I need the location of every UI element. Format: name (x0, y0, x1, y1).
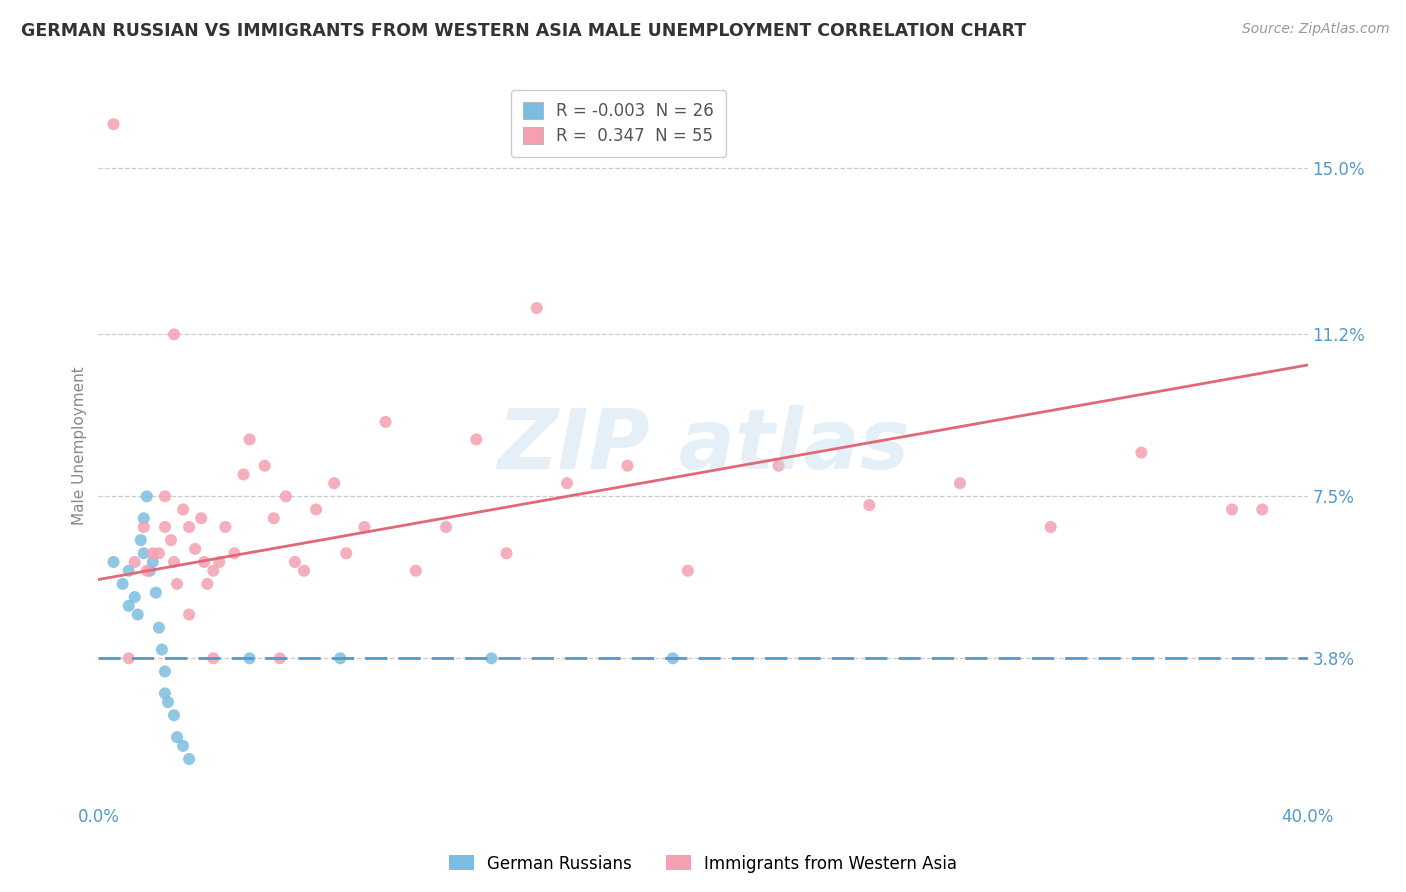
Point (1039, 520, 1062, 534)
Point (1130, 445, 1153, 459)
Point (153, 665, 176, 679)
Point (374, 415, 396, 429)
Point (292, 564, 315, 578)
Point (179, 752, 201, 766)
Point (202, 564, 225, 578)
Point (129, 533, 152, 548)
Point (103, 555, 125, 569)
Point (269, 651, 291, 665)
Point (172, 739, 194, 753)
Point (662, 651, 685, 665)
Point (193, 555, 215, 569)
Point (184, 541, 207, 556)
Point (253, 458, 276, 473)
Point (239, 433, 262, 447)
Legend: German Russians, Immigrants from Western Asia: German Russians, Immigrants from Western… (443, 848, 963, 880)
Point (163, 327, 186, 342)
Point (284, 555, 307, 569)
Point (232, 467, 254, 482)
Point (949, 476, 972, 491)
Point (323, 476, 346, 491)
Point (190, 511, 212, 525)
Point (208, 555, 231, 569)
Point (150, 642, 173, 657)
Point (214, 520, 236, 534)
Point (172, 502, 194, 516)
Text: GERMAN RUSSIAN VS IMMIGRANTS FROM WESTERN ASIA MALE UNEMPLOYMENT CORRELATION CHA: GERMAN RUSSIAN VS IMMIGRANTS FROM WESTER… (21, 22, 1026, 40)
Point (1251, 502, 1274, 516)
Point (103, 117, 125, 131)
Point (526, 301, 548, 315)
Point (145, 585, 167, 599)
Y-axis label: Male Unemployment: Male Unemployment (72, 367, 87, 525)
Point (179, 607, 201, 622)
Point (329, 651, 352, 665)
Point (495, 546, 517, 560)
Point (118, 651, 141, 665)
Point (132, 546, 155, 560)
Point (202, 651, 225, 665)
Point (160, 533, 183, 548)
Point (274, 489, 297, 503)
Point (195, 577, 218, 591)
Point (124, 555, 146, 569)
Point (335, 546, 357, 560)
Text: Source: ZipAtlas.com: Source: ZipAtlas.com (1241, 22, 1389, 37)
Point (118, 564, 141, 578)
Point (153, 686, 176, 700)
Point (148, 621, 170, 635)
Point (179, 520, 201, 534)
Point (135, 489, 157, 503)
Point (163, 555, 186, 569)
Point (481, 651, 503, 665)
Point (263, 511, 285, 525)
Point (239, 651, 262, 665)
Point (1220, 502, 1243, 516)
Point (148, 546, 170, 560)
Point (676, 564, 699, 578)
Point (118, 599, 141, 613)
Point (139, 564, 162, 578)
Point (124, 590, 146, 604)
Point (305, 502, 328, 516)
Point (153, 520, 176, 534)
Point (858, 498, 880, 512)
Point (127, 607, 149, 622)
Point (156, 695, 179, 709)
Point (434, 520, 457, 534)
Point (132, 520, 155, 534)
Legend: R = -0.003  N = 26, R =  0.347  N = 55: R = -0.003 N = 26, R = 0.347 N = 55 (512, 90, 725, 157)
Point (353, 520, 375, 534)
Point (555, 476, 578, 491)
Point (166, 730, 188, 744)
Point (616, 458, 638, 473)
Point (163, 708, 186, 723)
Point (166, 577, 188, 591)
Point (132, 511, 155, 525)
Point (111, 577, 134, 591)
Point (142, 555, 165, 569)
Point (142, 546, 165, 560)
Text: ZIP atlas: ZIP atlas (496, 406, 910, 486)
Point (135, 564, 157, 578)
Point (224, 546, 246, 560)
Point (153, 489, 176, 503)
Point (465, 433, 488, 447)
Point (405, 564, 427, 578)
Point (768, 458, 790, 473)
